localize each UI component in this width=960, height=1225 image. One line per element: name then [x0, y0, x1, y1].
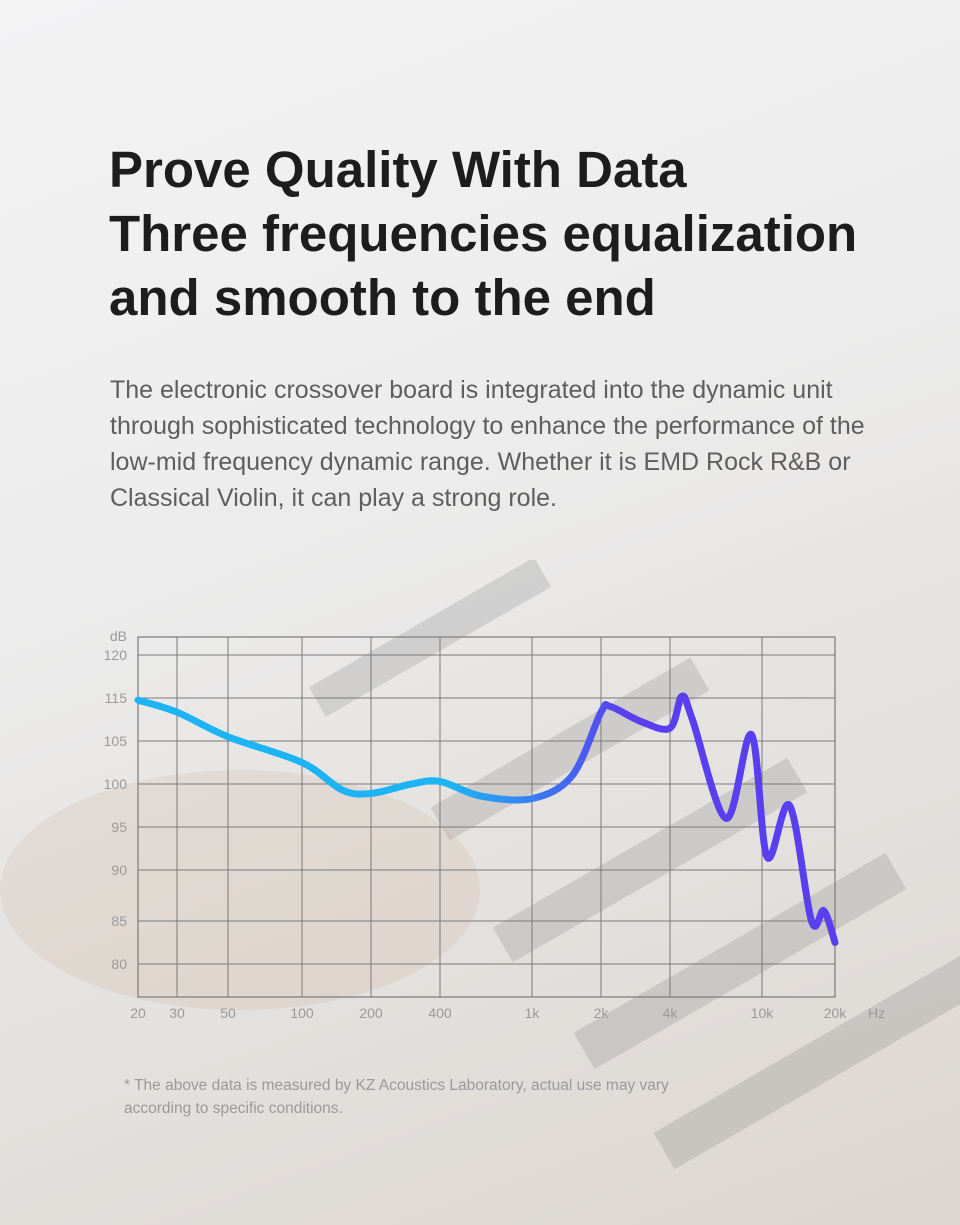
y-tick-label: 120: [104, 647, 128, 663]
intro-block: Prove Quality With Data Three frequencies…: [109, 138, 949, 516]
y-tick-label: 80: [111, 956, 127, 972]
x-tick-label: 100: [290, 1005, 314, 1021]
footnote-line-1: * The above data is measured by KZ Acous…: [124, 1077, 669, 1094]
page-heading: Prove Quality With Data Three frequencies…: [109, 138, 949, 330]
x-tick-label: 10k: [751, 1005, 775, 1021]
footnote-line-2: according to specific conditions.: [124, 1100, 343, 1117]
heading-line-3: and smooth to the end: [109, 269, 656, 326]
x-tick-label: 200: [359, 1005, 383, 1021]
y-axis-label: dB: [110, 628, 127, 644]
x-tick-label: 30: [169, 1005, 185, 1021]
description: The electronic crossover board is integr…: [110, 376, 865, 512]
x-tick-label: 50: [220, 1005, 236, 1021]
x-tick-label: 2k: [594, 1005, 610, 1021]
piano-background: [0, 560, 960, 1170]
footnote: * The above data is measured by KZ Acous…: [124, 1074, 884, 1120]
heading-line-1: Prove Quality With Data: [109, 141, 687, 198]
x-tick-label: 1k: [525, 1005, 541, 1021]
x-tick-label: 20k: [824, 1005, 848, 1021]
x-tick-label: 4k: [663, 1005, 679, 1021]
y-tick-label: 115: [105, 690, 128, 706]
y-tick-label: 95: [111, 819, 127, 835]
frequency-response-line: [134, 692, 839, 946]
heading-line-2: Three frequencies equalization: [109, 205, 858, 262]
x-tick-label: 400: [428, 1005, 452, 1021]
y-tick-label: 90: [111, 862, 127, 878]
y-tick-label: 100: [104, 776, 128, 792]
y-tick-label: 105: [104, 733, 128, 749]
x-axis-label: Hz: [868, 1005, 885, 1021]
y-tick-label: 85: [111, 913, 127, 929]
x-tick-label: 20: [130, 1005, 146, 1021]
